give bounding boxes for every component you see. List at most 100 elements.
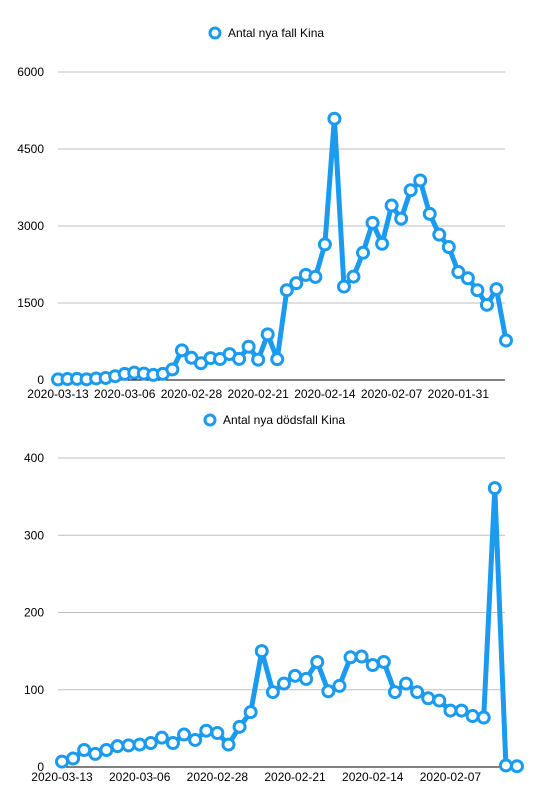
data-point — [487, 481, 502, 496]
data-point — [270, 352, 285, 367]
data-point — [476, 710, 491, 725]
x-tick-label: 2020-02-28 — [187, 770, 249, 784]
y-tick-label: 0 — [37, 373, 44, 387]
data-point — [343, 650, 358, 665]
x-tick-label: 2020-02-07 — [420, 770, 482, 784]
x-tick-label: 2020-03-06 — [94, 387, 156, 401]
x-tick-label: 2020-02-21 — [227, 387, 289, 401]
data-point — [55, 754, 69, 769]
data-point — [465, 709, 480, 724]
data-point — [384, 198, 399, 213]
data-point — [394, 211, 409, 226]
data-point — [310, 654, 325, 669]
data-point — [422, 206, 437, 221]
data-point — [327, 111, 342, 126]
y-tick-label: 400 — [24, 451, 44, 465]
data-point — [276, 676, 291, 691]
data-point — [210, 726, 225, 741]
x-tick-label: 2020-02-07 — [361, 387, 423, 401]
series-line — [55, 116, 509, 382]
data-point — [260, 327, 275, 342]
legend: Antal nya fall Kina — [208, 26, 324, 40]
legend-marker — [203, 413, 217, 427]
data-point — [66, 751, 81, 766]
data-point — [110, 739, 125, 754]
data-point — [510, 759, 524, 774]
data-point — [470, 283, 485, 298]
data-point — [308, 269, 323, 284]
data-point — [403, 183, 418, 198]
chart-new-cases: Antal nya fall Kina 0 1500 3000 4500 6000 20… — [17, 26, 513, 401]
y-tick-label: 4500 — [17, 142, 44, 156]
data-point — [265, 685, 280, 700]
x-tick-label: 2020-02-14 — [294, 387, 356, 401]
data-point — [241, 339, 256, 354]
x-tick-label: 2020-02-28 — [161, 387, 223, 401]
data-point — [376, 654, 391, 669]
data-point — [279, 283, 294, 298]
x-tick-label: 2020-02-21 — [264, 770, 326, 784]
y-gridlines — [58, 457, 505, 768]
data-point — [165, 736, 180, 751]
data-point — [199, 723, 214, 738]
y-tick-label: 3000 — [17, 219, 44, 233]
data-point — [441, 240, 456, 255]
data-point — [387, 685, 402, 700]
data-point — [254, 644, 269, 659]
x-tick-label: 2020-02-14 — [342, 770, 404, 784]
data-point — [317, 237, 332, 252]
data-point — [365, 658, 380, 673]
legend-marker — [208, 26, 222, 40]
data-point — [165, 362, 180, 377]
data-point — [132, 737, 147, 752]
y-tick-label: 1500 — [17, 296, 44, 310]
data-point — [354, 649, 369, 664]
data-point — [454, 703, 469, 718]
data-point — [346, 269, 361, 284]
series-new-cases — [51, 111, 513, 387]
data-point — [232, 719, 247, 734]
data-point — [232, 351, 247, 366]
x-tick-label: 2020-03-13 — [27, 387, 89, 401]
data-point — [299, 671, 314, 686]
data-point — [288, 668, 303, 683]
y-tick-labels: 0 1500 3000 4500 6000 — [17, 65, 44, 387]
data-point — [421, 691, 436, 706]
data-point — [177, 727, 192, 742]
data-point — [410, 685, 425, 700]
data-point — [432, 227, 447, 242]
data-point — [499, 333, 513, 348]
x-tick-label: 2020-03-13 — [31, 770, 93, 784]
x-tick-labels: 2020-03-13 2020-03-06 2020-02-28 2020-02-21… — [31, 770, 481, 784]
data-point — [460, 271, 475, 286]
x-tick-label: 2020-01-31 — [428, 387, 490, 401]
y-tick-label: 300 — [24, 528, 44, 542]
data-point — [99, 743, 114, 758]
legend: Antal nya dödsfall Kina — [203, 413, 345, 427]
data-point — [321, 684, 336, 699]
data-point — [174, 343, 189, 358]
data-point — [451, 265, 466, 280]
data-point — [121, 738, 136, 753]
data-point — [154, 730, 169, 745]
x-tick-labels: 2020-03-13 2020-03-06 2020-02-28 2020-02-21… — [27, 387, 489, 401]
y-tick-label: 6000 — [17, 65, 44, 79]
data-point — [332, 678, 347, 693]
x-tick-label: 2020-03-06 — [109, 770, 171, 784]
data-point — [443, 703, 458, 718]
data-point — [77, 743, 92, 758]
y-tick-label: 100 — [24, 683, 44, 697]
data-point — [251, 352, 266, 367]
data-point — [375, 236, 390, 251]
data-point — [243, 705, 258, 720]
data-point — [88, 746, 103, 761]
data-point — [489, 282, 504, 297]
data-point — [188, 732, 203, 747]
data-point — [221, 737, 236, 752]
data-point — [336, 279, 351, 294]
data-point — [432, 693, 447, 708]
y-tick-labels: 0 100 200 300 400 — [24, 451, 44, 774]
data-point — [365, 215, 380, 230]
chart-new-deaths: Antal nya dödsfall Kina 0 100 200 300 400 20… — [24, 413, 524, 784]
